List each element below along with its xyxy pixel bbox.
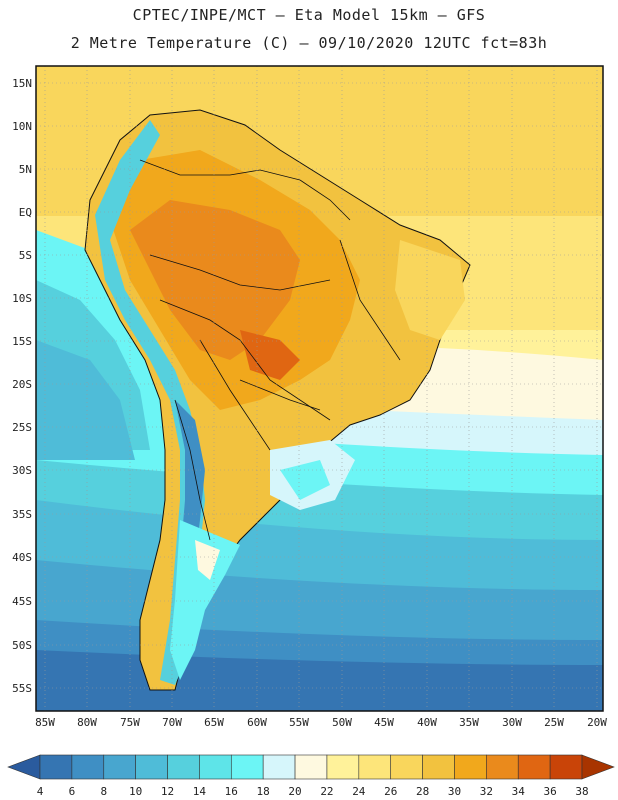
colorbar-cell xyxy=(167,754,200,780)
colorbar-cell xyxy=(390,754,423,780)
lat-label: 20S xyxy=(12,378,32,391)
lon-label: 80W xyxy=(77,716,97,729)
colorbar-cell xyxy=(294,754,328,780)
colorbar-cell xyxy=(486,754,519,780)
lat-label: 45S xyxy=(12,595,32,608)
lat-label: 10S xyxy=(12,292,32,305)
lon-label: 45W xyxy=(374,716,394,729)
colorbar-label: 18 xyxy=(257,785,270,798)
colorbar-cell xyxy=(262,754,296,780)
colorbar-label: 28 xyxy=(416,785,429,798)
lat-label: 5S xyxy=(19,249,32,262)
colorbar-label: 38 xyxy=(575,785,588,798)
colorbar-cell xyxy=(549,754,583,780)
map-frame xyxy=(35,65,604,712)
lon-label: 25W xyxy=(544,716,564,729)
colorbar-cell xyxy=(517,754,551,780)
colorbar-cell xyxy=(358,754,392,780)
lon-label: 75W xyxy=(120,716,140,729)
lat-label: 35S xyxy=(12,508,32,521)
colorbar-cell xyxy=(39,754,73,780)
colorbar-cell xyxy=(422,754,455,780)
lon-label: 20W xyxy=(587,716,607,729)
lon-label: 50W xyxy=(332,716,352,729)
colorbar-label: 30 xyxy=(448,785,461,798)
lon-label: 65W xyxy=(204,716,224,729)
temperature-field xyxy=(36,66,603,711)
lon-label: 70W xyxy=(162,716,182,729)
map-title-variable: 2 Metre Temperature (C) – 09/10/2020 12U… xyxy=(70,34,548,52)
colorbar-cell xyxy=(454,754,487,780)
lat-label: 30S xyxy=(12,464,32,477)
colorbar-label: 14 xyxy=(193,785,207,798)
colorbar-cell xyxy=(103,754,136,780)
lat-label: 40S xyxy=(12,551,32,564)
colorbar-cell xyxy=(199,754,232,780)
colorbar-min-arrow xyxy=(7,754,41,780)
country-borders xyxy=(139,159,401,541)
colorbar-labels: 4 6 8 10 12 14 16 18 20 22 24 26 28 30 32 34 36 38 xyxy=(37,785,589,798)
lon-label: 55W xyxy=(289,716,309,729)
colorbar-label: 36 xyxy=(543,785,556,798)
map-title-model: CPTEC/INPE/MCT – Eta Model 15km – GFS xyxy=(132,6,486,24)
longitude-axis: 85W 80W 75W 70W 65W 60W 55W 50W 45W 40W … xyxy=(35,716,607,729)
colorbar-label: 24 xyxy=(352,785,366,798)
lon-label: 35W xyxy=(459,716,479,729)
colorbar-label: 6 xyxy=(69,785,76,798)
lon-label: 60W xyxy=(247,716,267,729)
lon-label: 85W xyxy=(35,716,55,729)
colorbar-label: 20 xyxy=(288,785,301,798)
colorbar: 4 6 8 10 12 14 16 18 20 22 24 26 28 30 32 34 36 38 xyxy=(7,754,615,798)
colorbar-label: 26 xyxy=(384,785,397,798)
lat-label: EQ xyxy=(19,206,32,219)
lon-label: 40W xyxy=(417,716,437,729)
colorbar-label: 16 xyxy=(225,785,238,798)
lat-label: 50S xyxy=(12,639,32,652)
colorbar-label: 4 xyxy=(37,785,44,798)
lat-label: 10N xyxy=(12,120,32,133)
colorbar-cell xyxy=(326,754,360,780)
graticule xyxy=(36,66,603,711)
colorbar-label: 32 xyxy=(480,785,493,798)
colorbar-max-arrow xyxy=(581,754,615,780)
lat-label: 15S xyxy=(12,335,32,348)
colorbar-cell xyxy=(135,754,168,780)
colorbar-label: 10 xyxy=(129,785,142,798)
colorbar-cell xyxy=(230,754,264,780)
lat-label: 15N xyxy=(12,77,32,90)
colorbar-label: 22 xyxy=(320,785,333,798)
lat-label: 5N xyxy=(19,163,32,176)
lon-label: 30W xyxy=(502,716,522,729)
colorbar-cells xyxy=(39,754,583,780)
colorbar-label: 12 xyxy=(161,785,174,798)
colorbar-label: 34 xyxy=(512,785,526,798)
lat-label: 25S xyxy=(12,421,32,434)
colorbar-label: 8 xyxy=(100,785,107,798)
colorbar-cell xyxy=(71,754,105,780)
lat-label: 55S xyxy=(12,682,32,695)
latitude-axis: 15N 10N 5N EQ 5S 10S 15S 20S 25S 30S 35S… xyxy=(12,77,32,695)
